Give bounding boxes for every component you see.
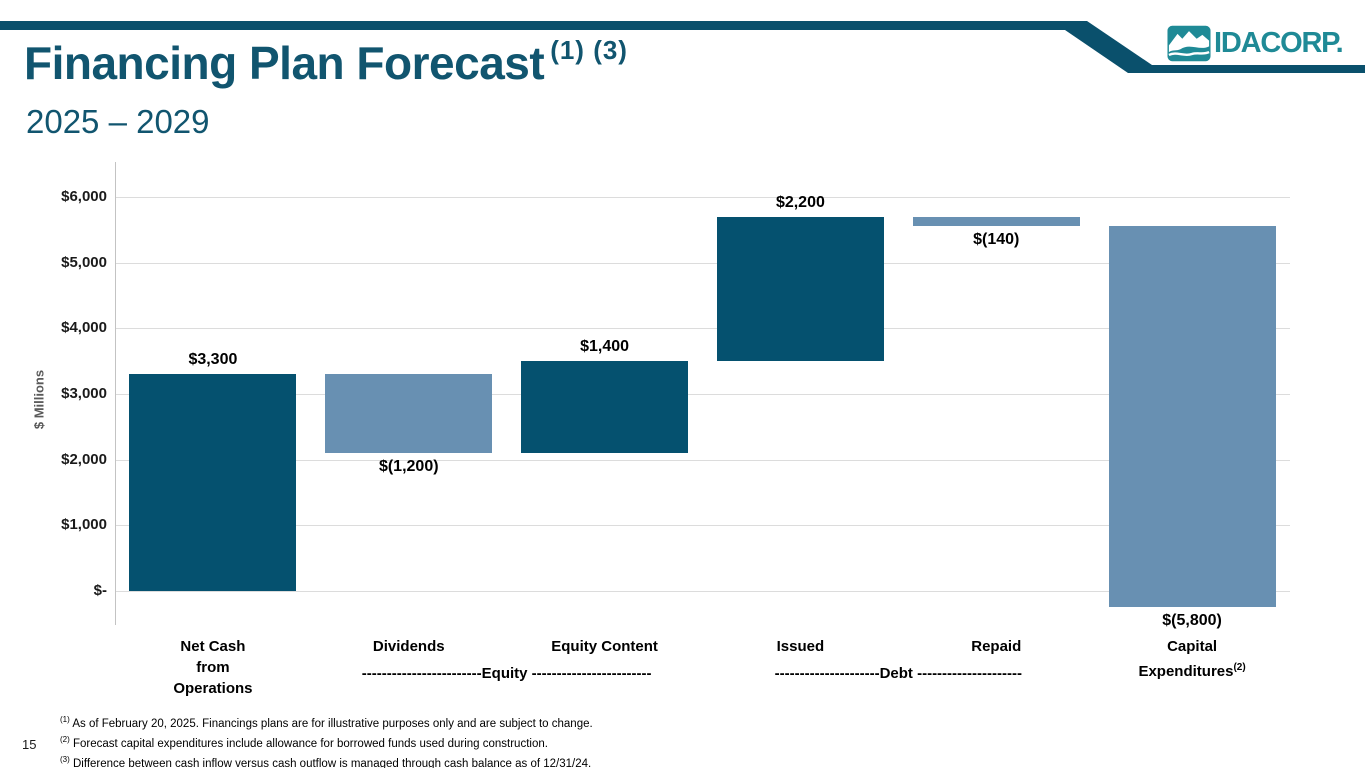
- category-label: Equity Content: [505, 636, 705, 657]
- bar-value-label: $3,300: [188, 351, 238, 369]
- category-label-line: Repaid: [971, 638, 1022, 655]
- group-label: ---------------------Debt --------------…: [774, 665, 1022, 682]
- category-label-line: Net Cash: [180, 638, 246, 655]
- page-subtitle: 2025 – 2029: [26, 103, 210, 140]
- footnotes: (1) As of February 20, 2025. Financings …: [60, 712, 593, 768]
- category-label: Repaid: [896, 636, 1096, 657]
- bar-value-label: $2,200: [775, 193, 825, 211]
- bar-repaid: [912, 216, 1080, 226]
- y-tick-label: $-: [93, 582, 107, 599]
- y-tick-label: $3,000: [61, 385, 107, 402]
- gridline-5000: [115, 262, 1290, 264]
- gridline-0: [115, 591, 1290, 592]
- category-label-line: Operations: [173, 680, 253, 697]
- y-tick-label: $5,000: [61, 253, 107, 271]
- bar-equity-content: [521, 361, 689, 454]
- gridline-3000: [115, 394, 1290, 395]
- page-title: Financing Plan Forecast (1) (3): [24, 34, 628, 90]
- category-label-line: Dividends: [372, 638, 445, 655]
- idacorp-logo: IDACORP.: [1167, 25, 1344, 62]
- y-tick-label: $2,000: [61, 450, 107, 468]
- category-footnote-marker: (2): [1233, 662, 1246, 673]
- mountain-river-icon: [1167, 25, 1211, 62]
- y-axis-title: $ Millions: [31, 369, 47, 430]
- category-label-line: Expenditures: [1138, 663, 1234, 680]
- y-tick-label: $6,000: [61, 188, 107, 205]
- category-label-line: Capital: [1167, 638, 1218, 655]
- footnote-line: (1) As of February 20, 2025. Financings …: [60, 715, 593, 730]
- bar-net-cash-from-operations: [129, 374, 297, 591]
- bar-dividends: [325, 374, 493, 454]
- page-number: 15: [22, 737, 37, 752]
- footnote-marker: (2): [60, 734, 70, 744]
- gridline-4000: [115, 328, 1290, 330]
- bar-value-label: $(5,800): [1162, 611, 1222, 629]
- category-label: Net Cash from Operations: [113, 636, 313, 699]
- category-label: Capital Expenditures(2): [1092, 636, 1292, 682]
- footnote-marker: (3): [60, 754, 70, 764]
- logo-wordmark: IDACORP.: [1214, 27, 1344, 59]
- gridline-6000: [115, 197, 1290, 198]
- y-tick-label: $1,000: [61, 516, 107, 534]
- group-label: ------------------------Equity ---------…: [361, 665, 652, 682]
- category-label-line: Equity Content: [551, 638, 658, 655]
- gridline-1000: [115, 525, 1290, 527]
- category-label: Issued: [700, 636, 900, 657]
- category-label: Dividends: [309, 636, 509, 657]
- category-label-line: from: [196, 659, 230, 676]
- bar-capital-expenditures: [1108, 225, 1276, 607]
- bar-value-label: $(140): [973, 230, 1020, 248]
- bar-value-label: $1,400: [580, 338, 630, 356]
- gridline-2000: [115, 459, 1290, 461]
- bar-value-label: $(1,200): [378, 458, 439, 476]
- y-axis-line: [115, 162, 116, 625]
- footnote-line: (3) Difference between cash inflow versu…: [60, 754, 592, 768]
- title-footnote-markers: (1) (3): [550, 34, 628, 65]
- title-text: Financing Plan Forecast: [24, 37, 545, 89]
- footnote-line: (2) Forecast capital expenditures includ…: [60, 734, 548, 750]
- y-tick-label: $4,000: [61, 319, 107, 337]
- category-label-line: Issued: [776, 638, 825, 655]
- bar-issued: [716, 216, 884, 362]
- footnote-marker: (1): [60, 715, 70, 724]
